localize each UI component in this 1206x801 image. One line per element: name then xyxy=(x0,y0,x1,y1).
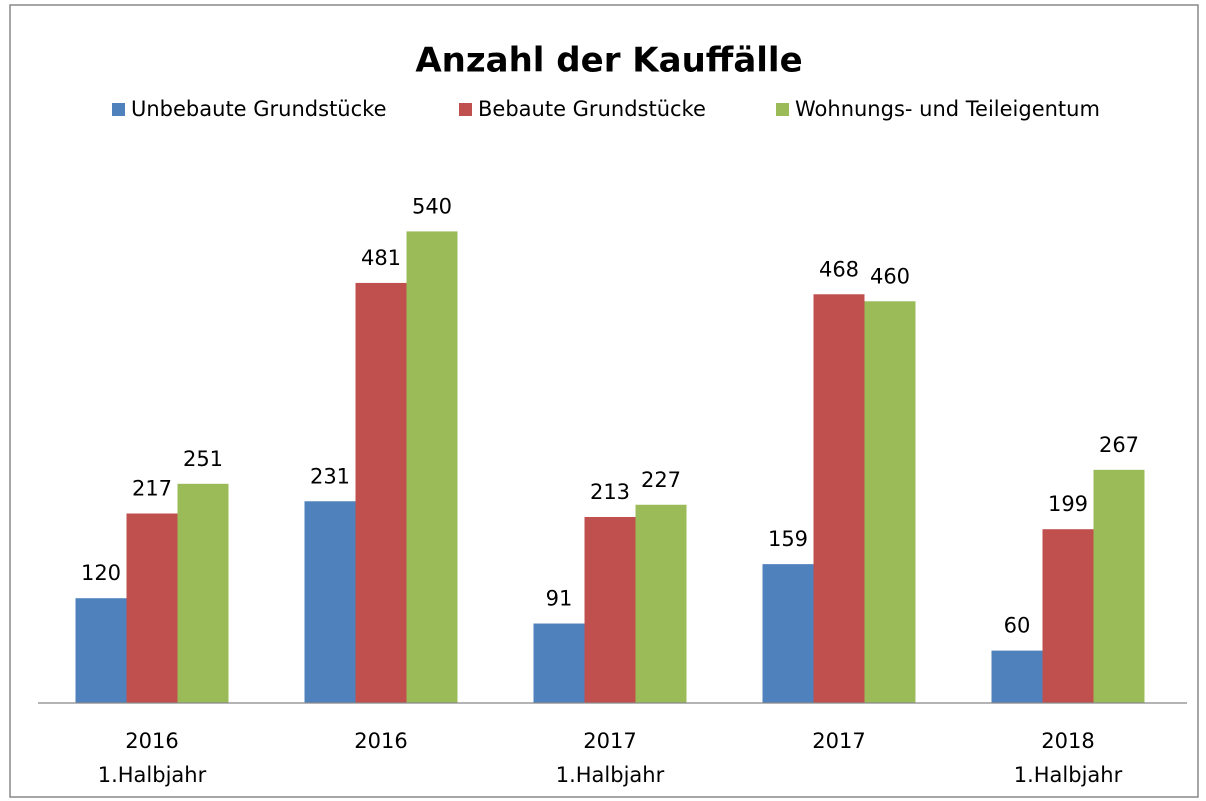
bar xyxy=(584,516,636,703)
data-label: 540 xyxy=(412,194,452,218)
x-tick-label: 1.Halbjahr xyxy=(98,763,207,787)
legend-label: Unbebaute Grundstücke xyxy=(131,97,387,121)
bar xyxy=(1093,469,1145,703)
data-label: 60 xyxy=(1004,614,1031,638)
bar xyxy=(406,231,458,703)
legend-label: Bebaute Grundstücke xyxy=(478,97,706,121)
legend-label: Wohnungs- und Teileigentum xyxy=(795,97,1100,121)
bar xyxy=(355,282,407,703)
legend-swatch xyxy=(459,103,472,116)
data-label: 460 xyxy=(870,264,910,288)
bar xyxy=(864,301,916,703)
data-label: 120 xyxy=(81,561,121,585)
data-label: 267 xyxy=(1099,433,1139,457)
x-tick-label: 2016 xyxy=(354,729,407,753)
x-tick-label: 2017 xyxy=(812,729,865,753)
data-label: 91 xyxy=(546,587,573,611)
legend-swatch xyxy=(776,103,789,116)
data-label: 217 xyxy=(132,476,172,500)
legend-swatch xyxy=(112,103,125,116)
data-label: 251 xyxy=(183,447,223,471)
x-tick-label: 2016 xyxy=(125,729,178,753)
bar xyxy=(991,650,1043,703)
bar xyxy=(635,504,687,703)
data-label: 199 xyxy=(1048,492,1088,516)
bar xyxy=(177,483,229,703)
bar xyxy=(533,623,585,703)
bar xyxy=(75,598,127,703)
bar xyxy=(813,294,865,703)
data-label: 231 xyxy=(310,464,350,488)
x-tick-label: 1.Halbjahr xyxy=(556,763,665,787)
bar xyxy=(304,501,356,703)
data-label: 468 xyxy=(819,257,859,281)
bar xyxy=(126,513,178,703)
data-label: 227 xyxy=(641,468,681,492)
bar xyxy=(762,564,814,703)
bar xyxy=(1042,529,1094,703)
x-tick-label: 2017 xyxy=(583,729,636,753)
x-tick-label: 2018 xyxy=(1041,729,1094,753)
chart-title: Anzahl der Kauffälle xyxy=(415,41,802,81)
data-label: 159 xyxy=(768,527,808,551)
data-label: 213 xyxy=(590,480,630,504)
x-tick-label: 1.Halbjahr xyxy=(1014,763,1123,787)
data-label: 481 xyxy=(361,246,401,270)
